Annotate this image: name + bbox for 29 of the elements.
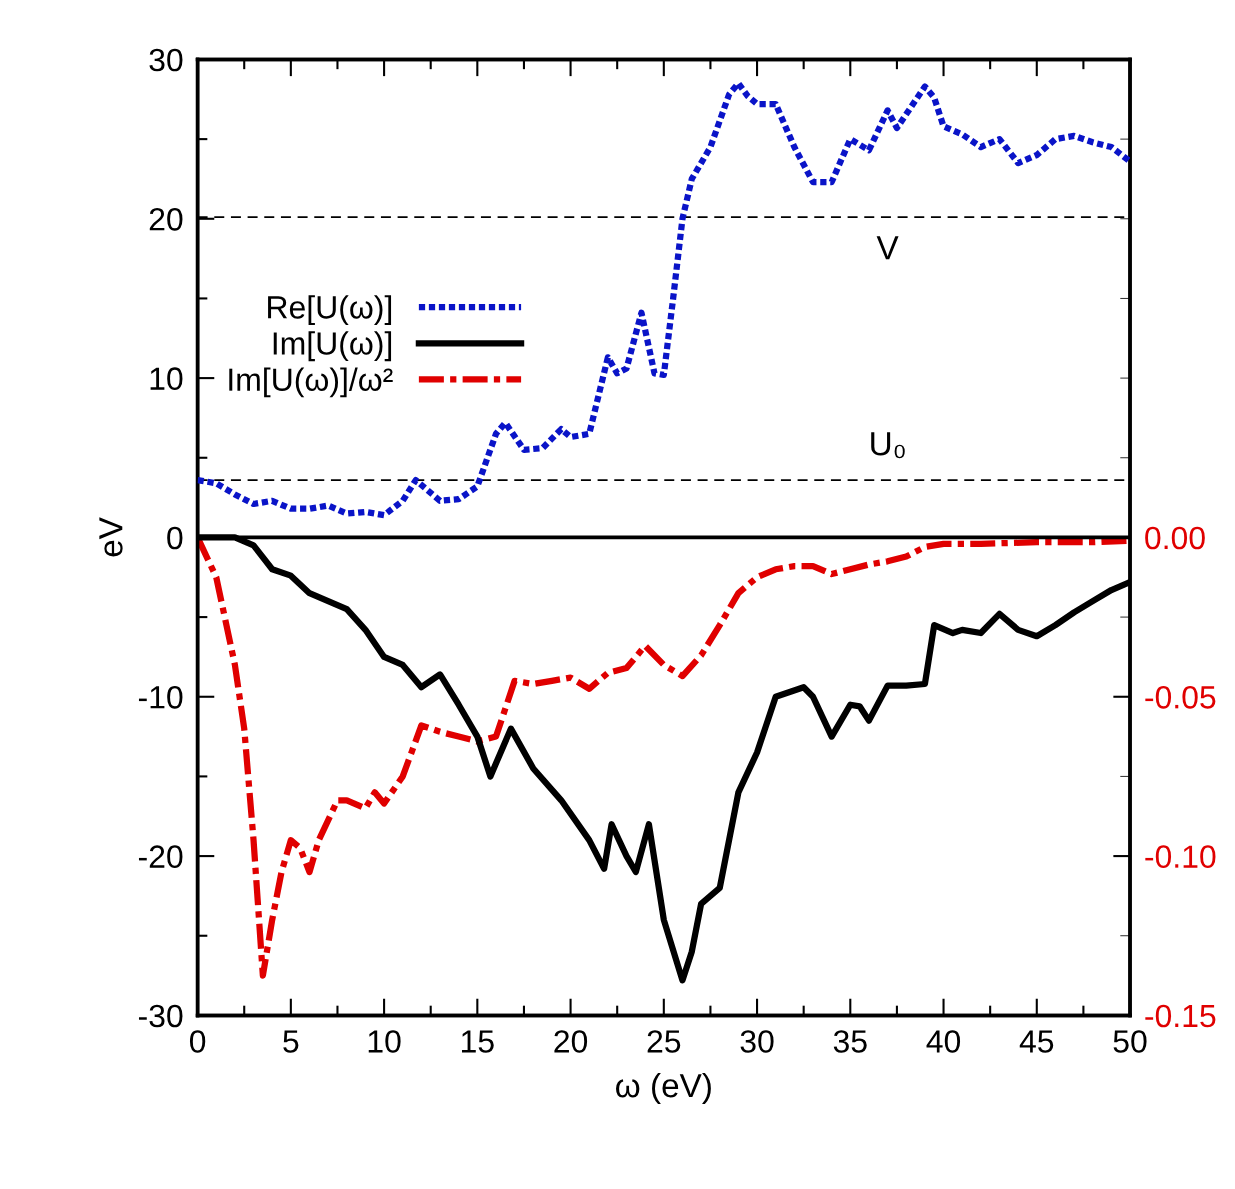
y-tick-label: -10: [138, 686, 183, 709]
y-tick-label: -30: [138, 1004, 183, 1028]
x-tick-label: 40: [926, 1030, 961, 1053]
legend-label: Im[U(ω)]/ω²: [229, 367, 393, 398]
y-tick-label: 0: [167, 526, 183, 550]
legend-label: Re[U(ω)]: [268, 295, 392, 325]
x-tick-label: 35: [833, 1030, 867, 1053]
y-tick-label: 30: [149, 48, 183, 72]
y2-tick-label: 0.00: [1145, 526, 1205, 550]
x-tick-label: 45: [1019, 1030, 1054, 1053]
x-tick-label: 30: [740, 1030, 774, 1053]
ref-line-label: V: [876, 236, 899, 260]
y2-tick-label: -0.10: [1145, 845, 1216, 868]
x-tick-label: 50: [1113, 1030, 1147, 1053]
x-axis-title: ω (eV): [616, 1072, 711, 1105]
x-tick-label: 20: [554, 1030, 588, 1053]
y2-tick-label: -0.15: [1145, 1004, 1216, 1028]
x-tick-label: 15: [462, 1030, 494, 1053]
ref-line-label: U₀: [871, 432, 905, 459]
legend-label: Im[U(ω)]: [273, 331, 392, 362]
y-axis-title: eV: [99, 517, 123, 557]
x-tick-label: 5: [283, 1030, 299, 1053]
y-tick-label: 20: [149, 208, 183, 231]
y-tick-label: 10: [150, 367, 183, 390]
x-tick-label: 25: [647, 1030, 681, 1053]
x-tick-label: 0: [189, 1030, 206, 1053]
x-tick-label: 10: [368, 1030, 401, 1053]
y-tick-label: -20: [138, 845, 183, 868]
y2-tick-label: -0.05: [1145, 686, 1216, 709]
